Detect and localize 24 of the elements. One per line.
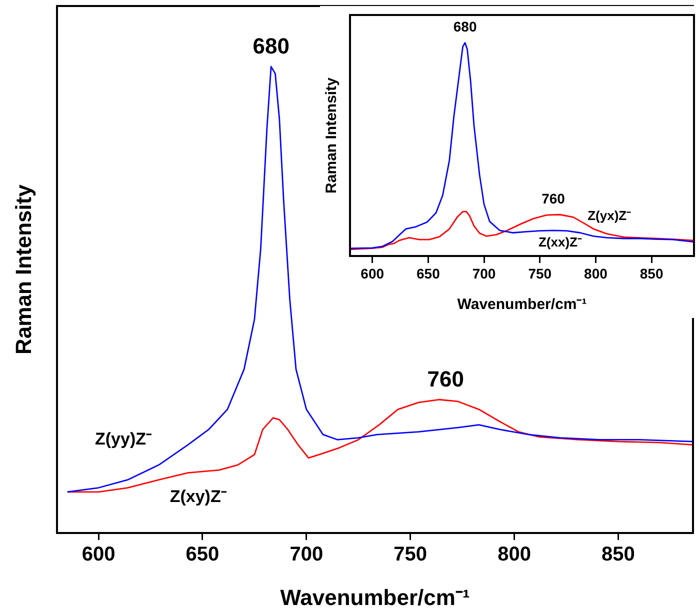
- annotation: 680: [453, 18, 477, 35]
- annotation: 760: [427, 366, 464, 392]
- x-tick-label: 750: [528, 265, 552, 282]
- annotation: 680: [252, 34, 290, 59]
- x-tick-label: 600: [82, 544, 116, 566]
- x-tick-label: 850: [601, 544, 635, 566]
- x-tick-label: 650: [416, 265, 440, 282]
- x-tick-label: 700: [290, 544, 324, 566]
- x-tick-label: 850: [640, 265, 664, 282]
- y-axis-title: Raman Intensity: [11, 184, 36, 354]
- x-tick-label: 700: [472, 265, 496, 282]
- series-label: Z(yx)Z⁻: [588, 208, 632, 224]
- x-axis-title: Wavenumber/cm⁻¹: [457, 296, 587, 314]
- series-label: Z(xx)Z⁻: [538, 234, 582, 250]
- x-tick-label: 750: [394, 544, 428, 566]
- x-axis-title: Wavenumber/cm⁻¹: [280, 584, 470, 610]
- x-tick-label: 800: [584, 265, 608, 282]
- x-tick-label: 650: [186, 544, 220, 566]
- series-label: Z(xy)Z⁻: [170, 486, 227, 506]
- y-axis-title: Raman Intensity: [323, 76, 340, 194]
- series-label: Z(yy)Z⁻: [95, 429, 152, 448]
- annotation: 760: [542, 190, 566, 206]
- x-tick-label: 800: [498, 544, 531, 566]
- x-tick-label: 600: [360, 265, 384, 282]
